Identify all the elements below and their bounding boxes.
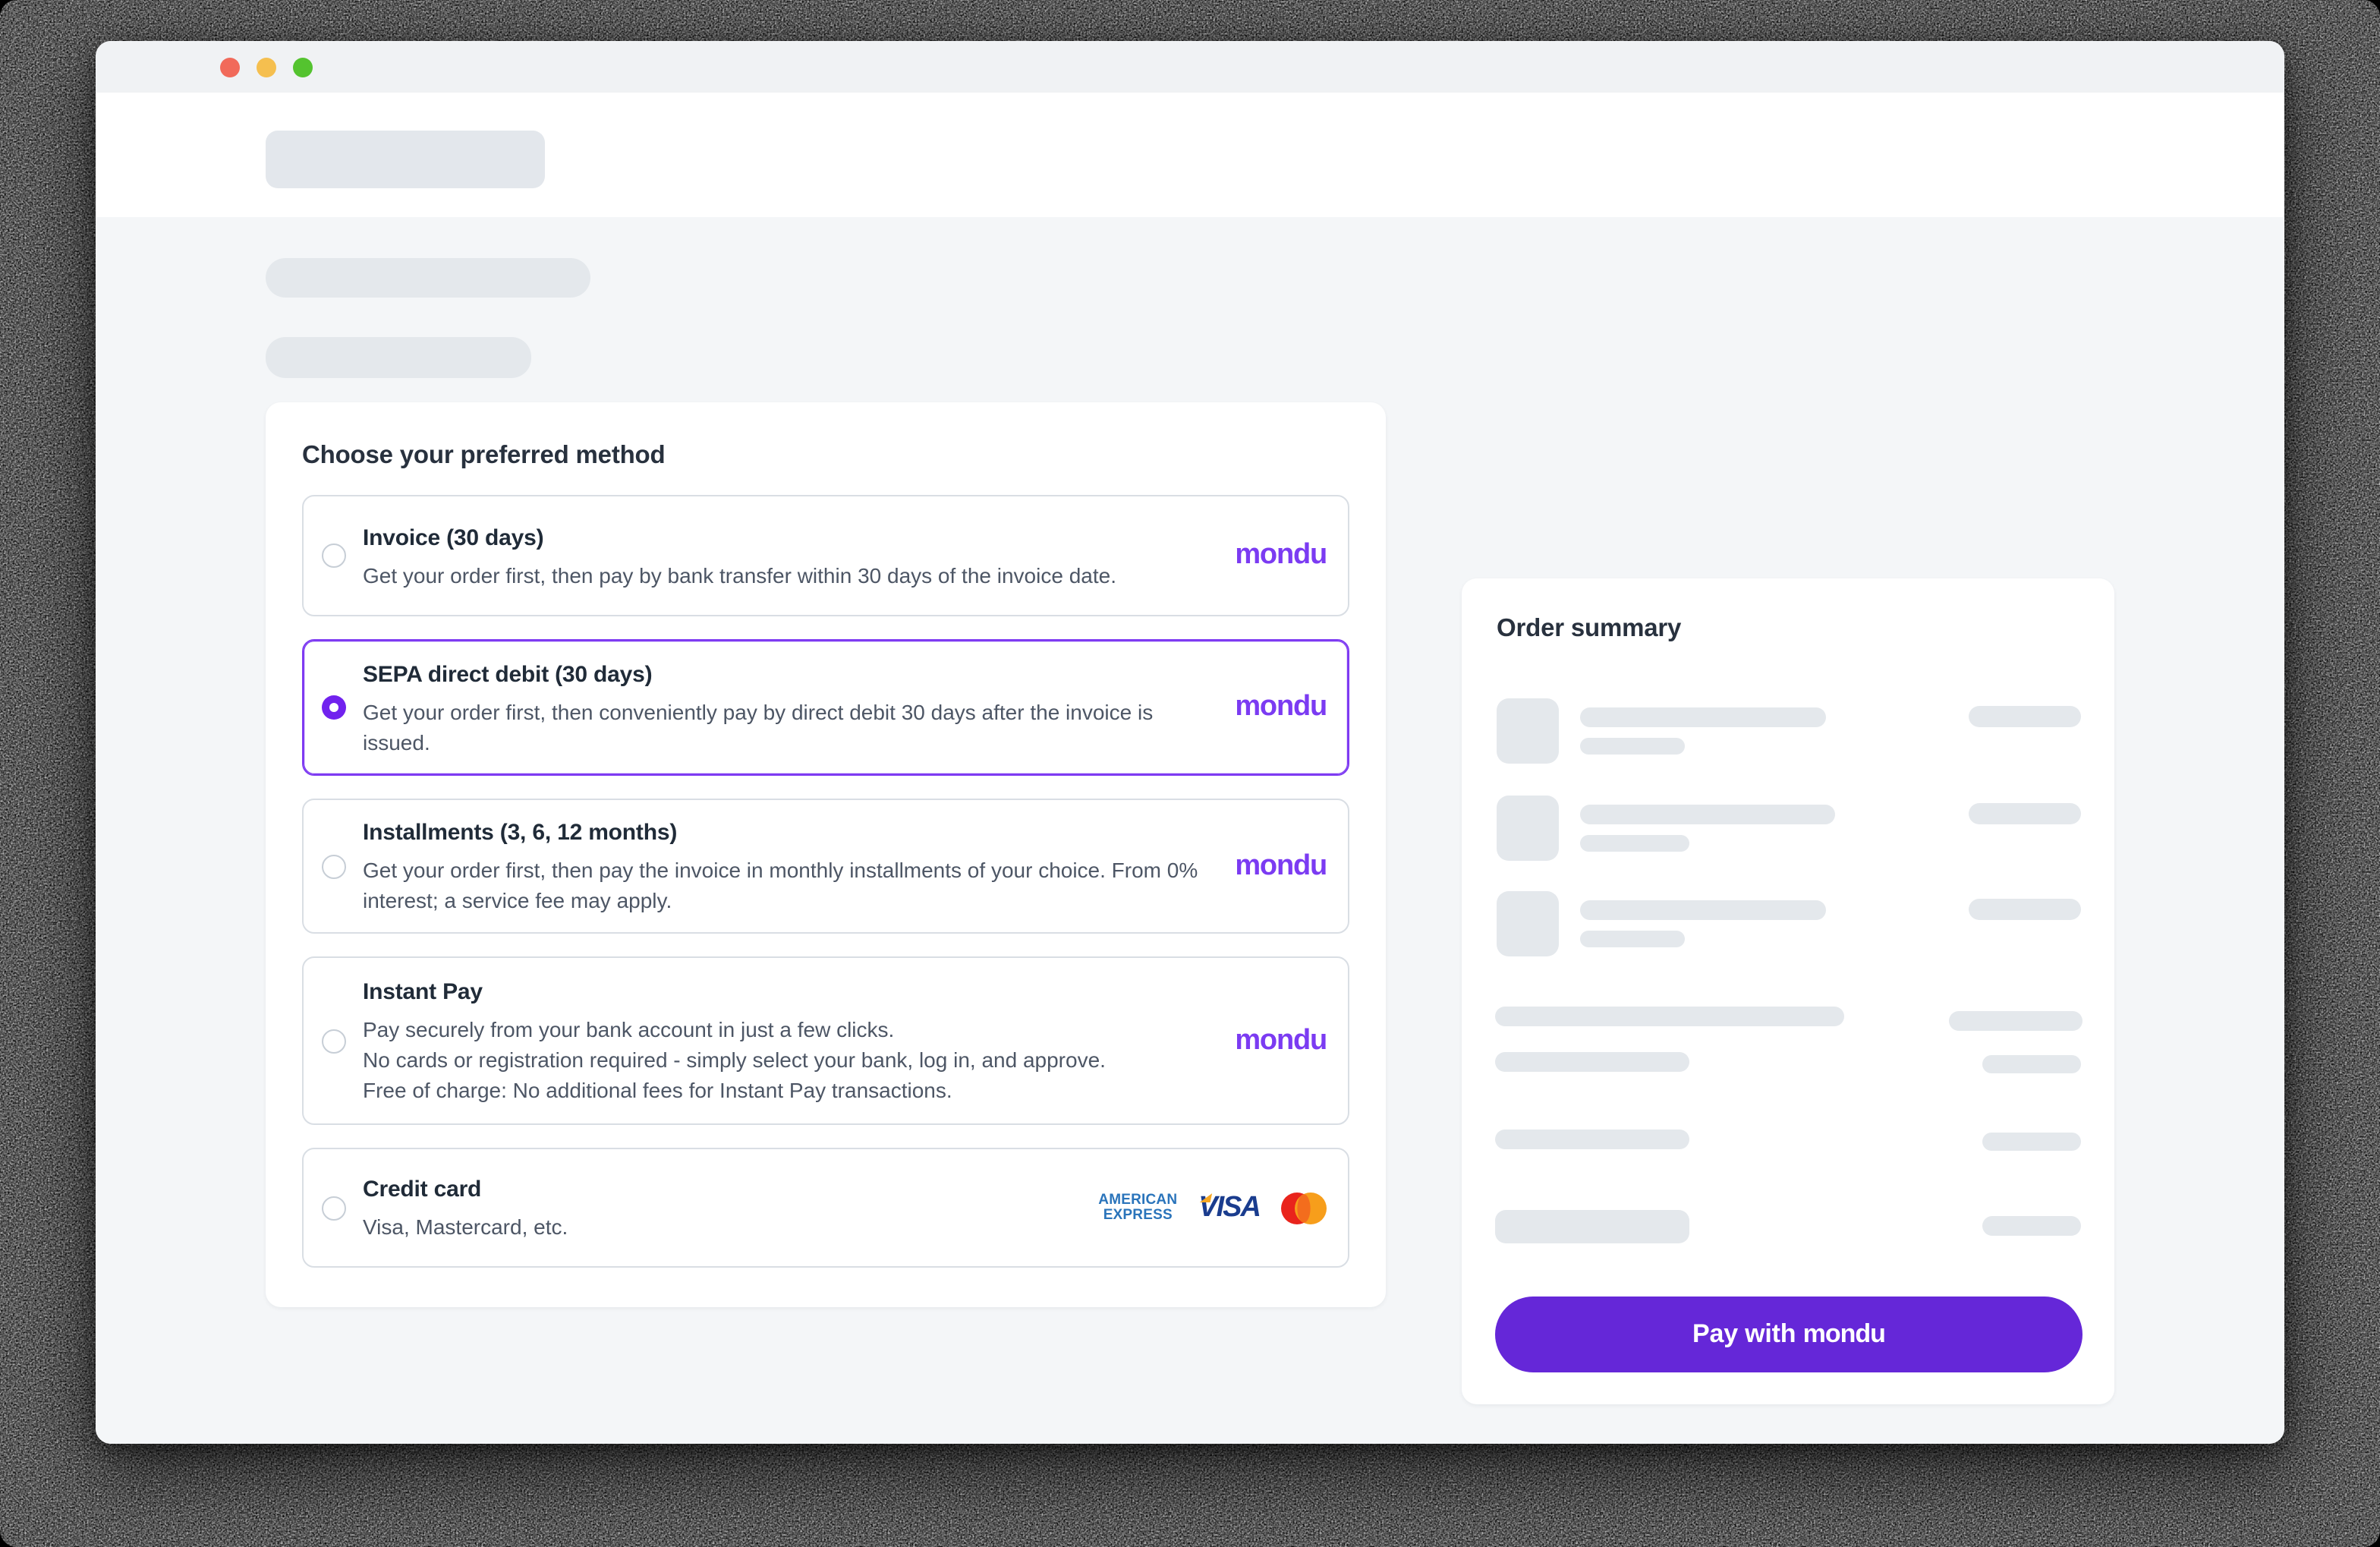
payment-option-sepa-direct-debit[interactable]: SEPA direct debit (30 days) Get your ord…	[302, 639, 1349, 776]
subtotal-value-placeholder	[1949, 1011, 2082, 1031]
item-qty-placeholder	[1580, 835, 1689, 852]
page-subtitle-placeholder	[266, 337, 531, 378]
shipping-value-placeholder	[1982, 1055, 2081, 1073]
total-label-placeholder	[1495, 1210, 1689, 1243]
item-qty-placeholder	[1580, 738, 1685, 755]
total-value-placeholder	[1982, 1216, 2081, 1236]
card-brand-logos: AMERICAN EXPRESS VISA	[1098, 1191, 1327, 1224]
radio-installments[interactable]	[322, 854, 346, 878]
radio-sepa-direct-debit[interactable]	[322, 695, 346, 720]
payment-option-credit-card[interactable]: Credit card Visa, Mastercard, etc. AMERI…	[302, 1148, 1349, 1268]
app-window: Choose your preferred method Invoice (30…	[96, 41, 2284, 1444]
payment-option-instant-pay[interactable]: Instant Pay Pay securely from your bank …	[302, 956, 1349, 1125]
pay-with-mondu-button[interactable]: Pay with mondu	[1495, 1297, 2082, 1372]
option-title: Credit card	[363, 1177, 482, 1202]
mondu-logo: mondu	[1235, 691, 1327, 723]
mondu-wordmark: mondu	[1802, 1319, 1886, 1348]
subtotal-label-placeholder	[1495, 1007, 1844, 1026]
page-title-placeholder	[266, 258, 590, 298]
item-qty-placeholder	[1580, 931, 1685, 947]
option-description: Visa, Mastercard, etc.	[363, 1215, 568, 1239]
visa-logo: VISA	[1198, 1191, 1261, 1223]
mastercard-logo	[1281, 1192, 1327, 1224]
shipping-label-placeholder	[1495, 1052, 1689, 1072]
payment-option-invoice[interactable]: Invoice (30 days) Get your order first, …	[302, 495, 1349, 616]
close-window-button[interactable]	[220, 58, 240, 77]
option-description: Pay securely from your bank account in j…	[363, 1017, 1106, 1102]
option-text: Installments (3, 6, 12 months) Get your …	[363, 817, 1217, 915]
window-titlebar	[96, 41, 2284, 93]
order-summary-card: Order summary	[1462, 578, 2114, 1404]
payment-methods-card: Choose your preferred method Invoice (30…	[266, 402, 1386, 1307]
order-summary-heading: Order summary	[1497, 615, 1682, 642]
item-price-placeholder	[1969, 899, 2081, 920]
page-content: Choose your preferred method Invoice (30…	[96, 217, 2284, 1444]
option-title: Installments (3, 6, 12 months)	[363, 820, 678, 846]
option-title: SEPA direct debit (30 days)	[363, 661, 653, 687]
item-title-placeholder	[1580, 707, 1826, 727]
mondu-logo: mondu	[1235, 849, 1327, 881]
option-description: Get your order first, then pay by bank t…	[363, 562, 1116, 587]
tax-label-placeholder	[1495, 1130, 1689, 1149]
option-description: Get your order first, then conveniently …	[363, 699, 1154, 754]
maximize-window-button[interactable]	[293, 58, 313, 77]
item-title-placeholder	[1580, 805, 1835, 824]
radio-credit-card[interactable]	[322, 1196, 346, 1220]
option-text: SEPA direct debit (30 days) Get your ord…	[363, 658, 1217, 757]
item-price-placeholder	[1969, 706, 2081, 727]
option-description: Get your order first, then pay the invoi…	[363, 858, 1198, 912]
amex-logo: AMERICAN EXPRESS	[1098, 1192, 1178, 1223]
item-thumbnail-placeholder	[1497, 698, 1559, 764]
item-price-placeholder	[1969, 803, 2081, 824]
merchant-logo-placeholder	[266, 131, 545, 188]
payment-option-installments[interactable]: Installments (3, 6, 12 months) Get your …	[302, 799, 1349, 934]
option-text: Credit card Visa, Mastercard, etc.	[363, 1174, 1061, 1242]
option-text: Instant Pay Pay securely from your bank …	[363, 976, 1217, 1105]
radio-invoice[interactable]	[322, 543, 346, 568]
page-header	[96, 93, 2284, 217]
minimize-window-button[interactable]	[257, 58, 276, 77]
mondu-logo: mondu	[1235, 1024, 1327, 1056]
tax-value-placeholder	[1982, 1133, 2081, 1151]
item-thumbnail-placeholder	[1497, 891, 1559, 956]
item-title-placeholder	[1580, 900, 1826, 920]
payment-methods-heading: Choose your preferred method	[302, 442, 666, 469]
item-thumbnail-placeholder	[1497, 796, 1559, 861]
radio-instant-pay[interactable]	[322, 1029, 346, 1053]
mondu-logo: mondu	[1235, 539, 1327, 571]
option-text: Invoice (30 days) Get your order first, …	[363, 521, 1217, 590]
option-title: Instant Pay	[363, 979, 483, 1005]
option-title: Invoice (30 days)	[363, 525, 544, 550]
